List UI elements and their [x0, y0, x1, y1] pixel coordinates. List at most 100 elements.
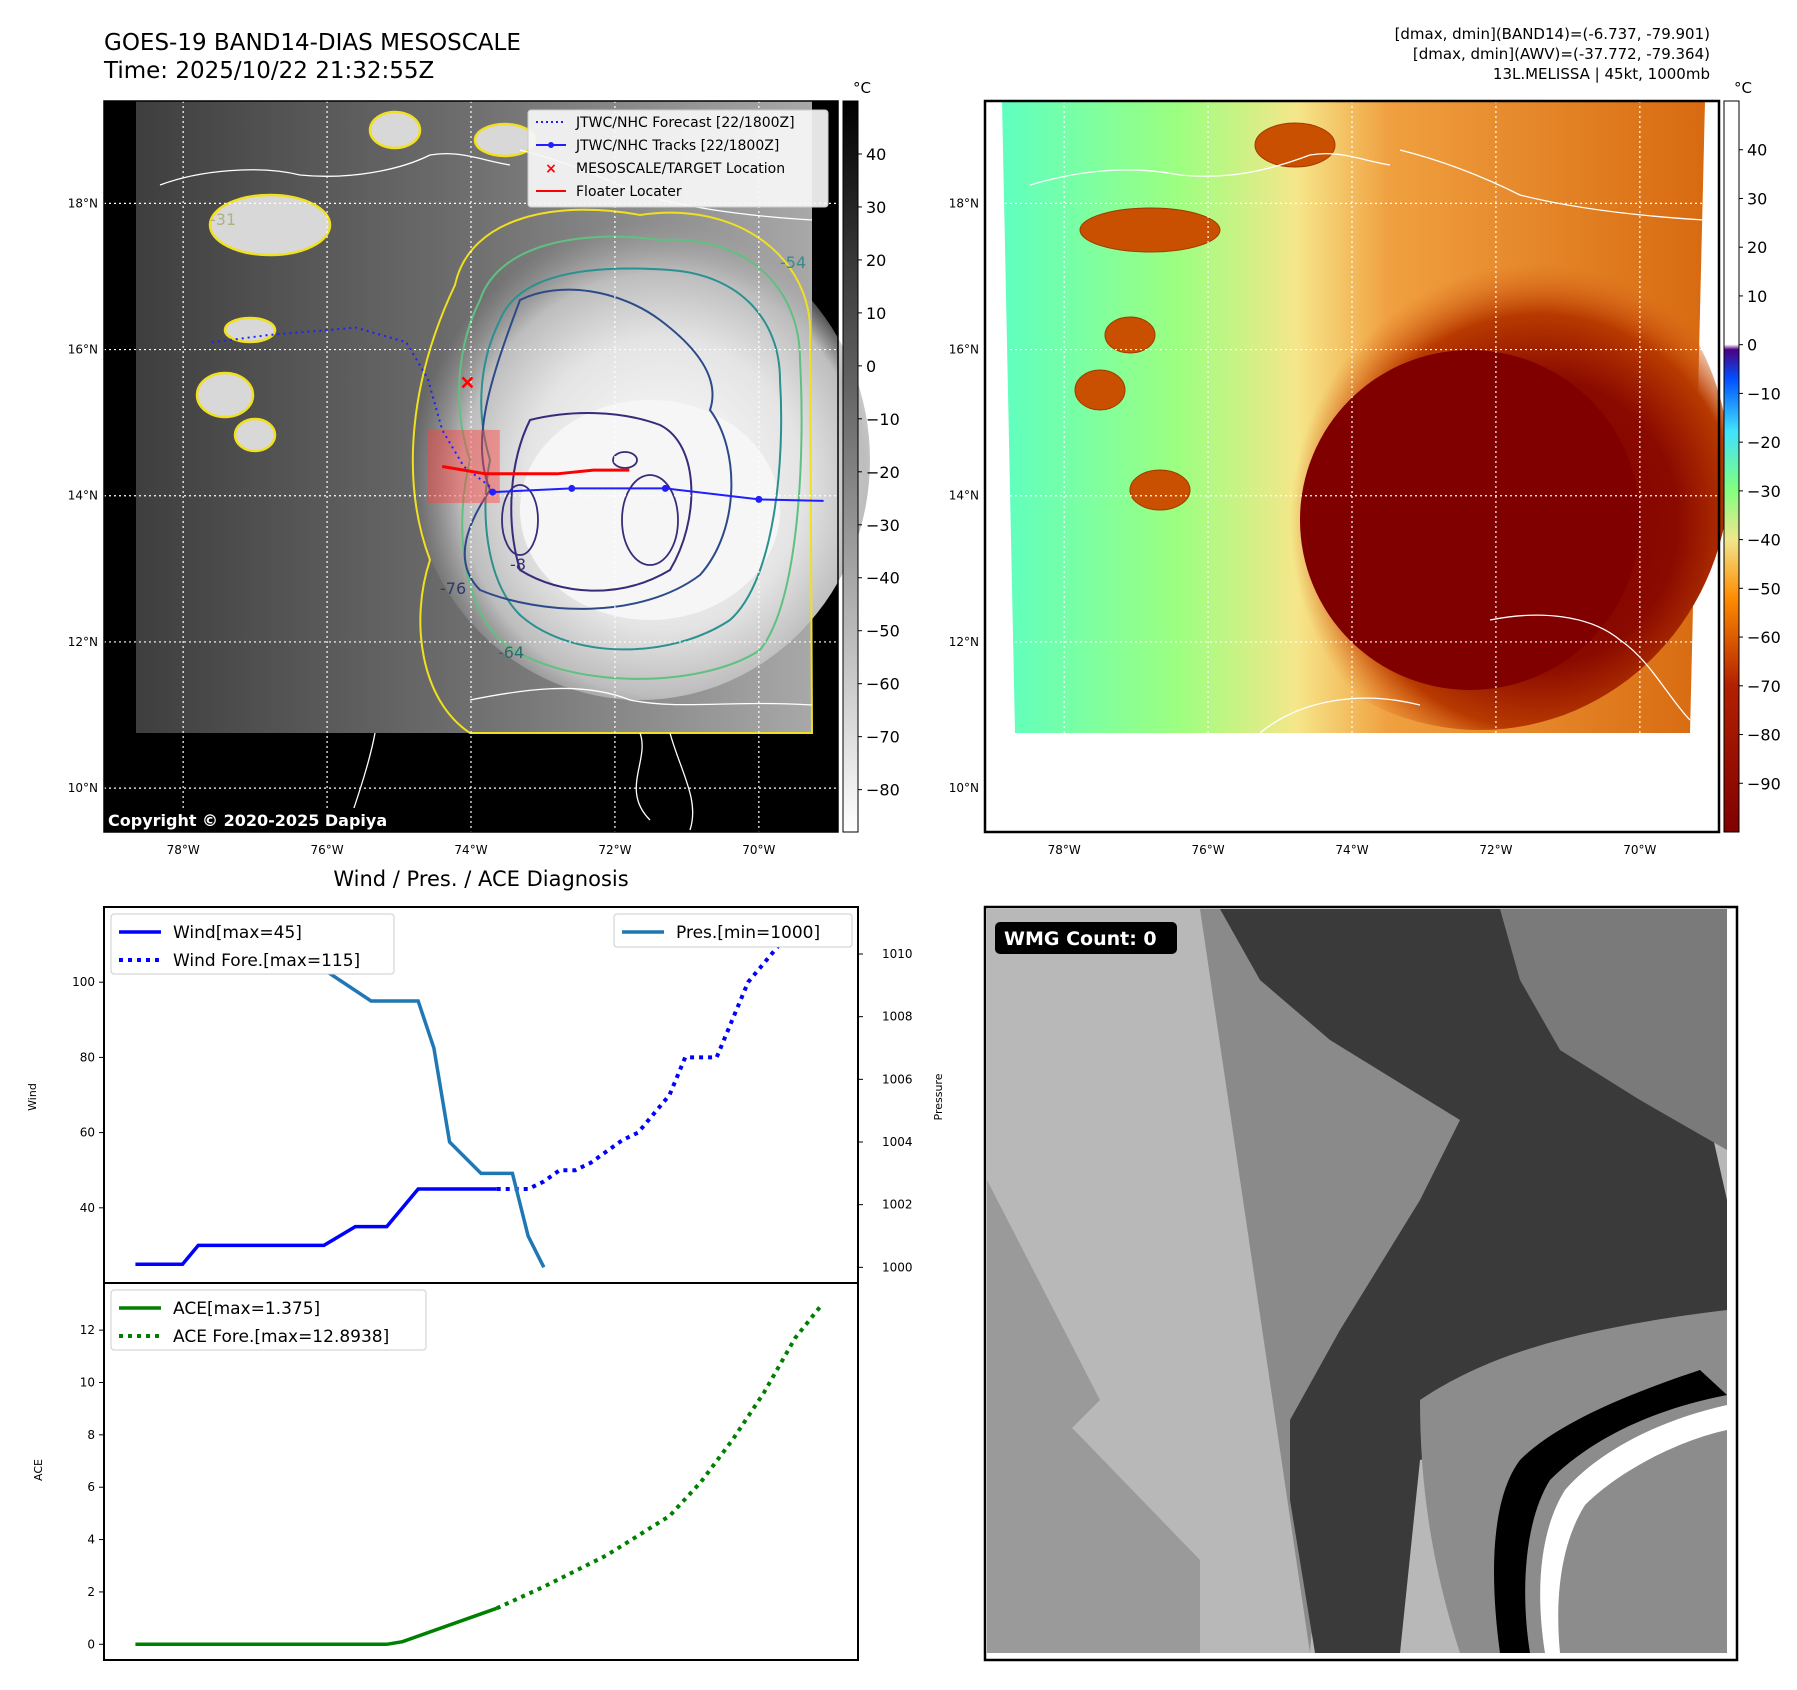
series-line-wind [135, 1187, 497, 1266]
pressure-ytick-label: 1000 [882, 1260, 913, 1274]
lat-tick-label: 12°N [949, 635, 979, 649]
ace-ytick-label: 8 [87, 1428, 95, 1442]
legend-swatch-point [548, 142, 554, 148]
legend-entry-label: Floater Locater [576, 184, 682, 200]
colorbar-tick-label: −80 [1747, 726, 1781, 745]
storm-info: 13L.MELISSA | 45kt, 1000mb [1493, 65, 1710, 83]
pressure-ytick-label: 1002 [882, 1198, 913, 1212]
lat-tick-label: 14°N [949, 489, 979, 503]
wind-forecast-legend-label: Wind Fore.[max=115] [173, 951, 360, 971]
copyright-text: Copyright © 2020-2025 Dapiya [108, 811, 387, 830]
ir-satellite-panel: -31 -54 -64 -76 -8 JTWC/NHC Forecast [22… [103, 100, 870, 833]
wmg-count-badge [995, 922, 1177, 954]
awv-coastlines [1029, 149, 1706, 734]
lon-tick-label: 72°W [598, 843, 631, 857]
wmg-warm-region [987, 1180, 1200, 1653]
wmg-count-label: WMG Count: 0 [1004, 928, 1157, 950]
lat-tick-label: 18°N [949, 196, 979, 210]
wind-ytick-label: 40 [80, 1201, 95, 1215]
observed-track-point [568, 484, 576, 492]
chart-marks-layer: 406080100100010021004100610081010Wind[ma… [72, 913, 913, 1651]
colorbar-tick-label: −60 [1747, 628, 1781, 647]
series-line-wind-fore- [496, 942, 811, 1191]
colorbar-tick-label: −20 [1747, 433, 1781, 452]
ace-series-line [495, 1305, 822, 1611]
diagnosis-title: Wind / Pres. / ACE Diagnosis [333, 867, 628, 891]
wmg-white-band [1540, 1405, 1727, 1653]
colorbar-tick-label: 10 [1747, 287, 1767, 306]
colorbar-tick-label: −40 [1747, 531, 1781, 550]
colorbar-tick-label: −10 [1747, 384, 1781, 403]
colorbar-tick-label: −80 [866, 781, 900, 800]
pressure-axis-label: Pressure [932, 1073, 945, 1120]
awv-gridlines [985, 101, 1719, 832]
inner-cold-cells [501, 451, 679, 566]
ace-ytick-label: 10 [80, 1375, 95, 1389]
colorbar-tick-label: 40 [1747, 141, 1767, 160]
awv-storm-center [1300, 350, 1640, 690]
awv-range-info: [dmax, dmin](AWV)=(-37.772, -79.364) [1413, 45, 1710, 63]
ace-ytick-label: 4 [87, 1533, 95, 1547]
wind-ytick-label: 100 [72, 975, 95, 989]
legend-entry-label: JTWC/NHC Forecast [22/1800Z] [575, 115, 795, 131]
wind-axis-label: Wind [26, 1083, 39, 1111]
colorbar-tick-label: −30 [866, 516, 900, 535]
figure-timestamp: Time: 2025/10/22 21:32:55Z [103, 58, 434, 84]
forecast-track-line [211, 326, 494, 490]
awv-colorbar-unit: °C [1734, 79, 1752, 97]
wmg-black-band [1494, 1370, 1727, 1653]
colorbar-tick-label: −30 [1747, 482, 1781, 501]
awv-satellite-panel [983, 99, 1730, 834]
ir-track-layer [211, 326, 824, 504]
lon-tick-label: 74°W [1335, 843, 1368, 857]
colorbar-tick-label: 30 [866, 198, 886, 217]
band14-range-info: [dmax, dmin](BAND14)=(-6.737, -79.901) [1395, 25, 1710, 43]
contour-label-8: -8 [510, 555, 526, 574]
lon-tick-label: 76°W [1192, 843, 1225, 857]
storm-core [520, 400, 780, 620]
colorbar-tick-label: −10 [866, 410, 900, 429]
ir-axis-labels: 78°W 76°W 74°W 72°W 70°W 10°N 12°N 14°N 16°N 18°N [68, 196, 776, 857]
mesoscale-box [427, 429, 500, 504]
pressure-ytick-label: 1010 [882, 947, 913, 961]
floater-track-line [441, 465, 630, 476]
pressure-ytick-label: 1008 [882, 1010, 913, 1024]
wind-legend-box [110, 913, 395, 975]
colorbar-tick-label: 20 [866, 251, 886, 270]
colorbar-tick-label: −50 [1747, 579, 1781, 598]
lat-tick-label: 10°N [68, 781, 98, 795]
ace-axis-label: ACE [32, 1459, 45, 1481]
ace-legend-box [110, 1289, 427, 1351]
lon-tick-label: 72°W [1479, 843, 1512, 857]
pressure-ytick-label: 1004 [882, 1135, 913, 1149]
awv-dry-cells [1074, 122, 1336, 511]
ace-ytick-label: 6 [87, 1480, 95, 1494]
contour-label-76: -76 [440, 579, 466, 598]
wmg-upper-right [1500, 909, 1727, 1150]
ace-legend-label: ACE[max=1.375] [173, 1299, 320, 1319]
map-legend: JTWC/NHC Forecast [22/1800Z] JTWC/NHC Tra… [527, 109, 829, 208]
awv-axis-labels: 78°W 76°W 74°W 72°W 70°W 10°N 12°N 14°N 16°N 18°N [949, 196, 1657, 857]
contour-minus-31 [411, 208, 814, 734]
contour-label-31: -31 [210, 210, 236, 229]
wind-ytick-label: 60 [80, 1126, 95, 1140]
observed-track-point [661, 484, 669, 492]
legend-entry-label: MESOSCALE/TARGET Location [576, 161, 785, 177]
colorbar-tick-label: −60 [866, 675, 900, 694]
colorbar-tick-label: 20 [1747, 238, 1767, 257]
contour-minus-76 [463, 288, 733, 610]
legend-entry-label: JTWC/NHC Tracks [22/1800Z] [575, 138, 779, 154]
pressure-ytick-label: 1006 [882, 1072, 913, 1086]
colorbar-tick-label: −70 [866, 728, 900, 747]
pressure-legend-label: Pres.[min=1000] [676, 923, 820, 943]
colorbar-tick-label: 0 [866, 357, 876, 376]
colorbar-tick-label: −70 [1747, 677, 1781, 696]
wmg-cold-region [1220, 909, 1727, 1653]
figure-title: GOES-19 BAND14-DIAS MESOSCALE [104, 30, 521, 56]
ir-gridlines [104, 101, 838, 832]
colorbar-tick-label: −90 [1747, 774, 1781, 793]
ace-ytick-label: 0 [87, 1637, 95, 1651]
colorbar-tick-label: −40 [866, 569, 900, 588]
contour-minus-80 [510, 412, 693, 592]
